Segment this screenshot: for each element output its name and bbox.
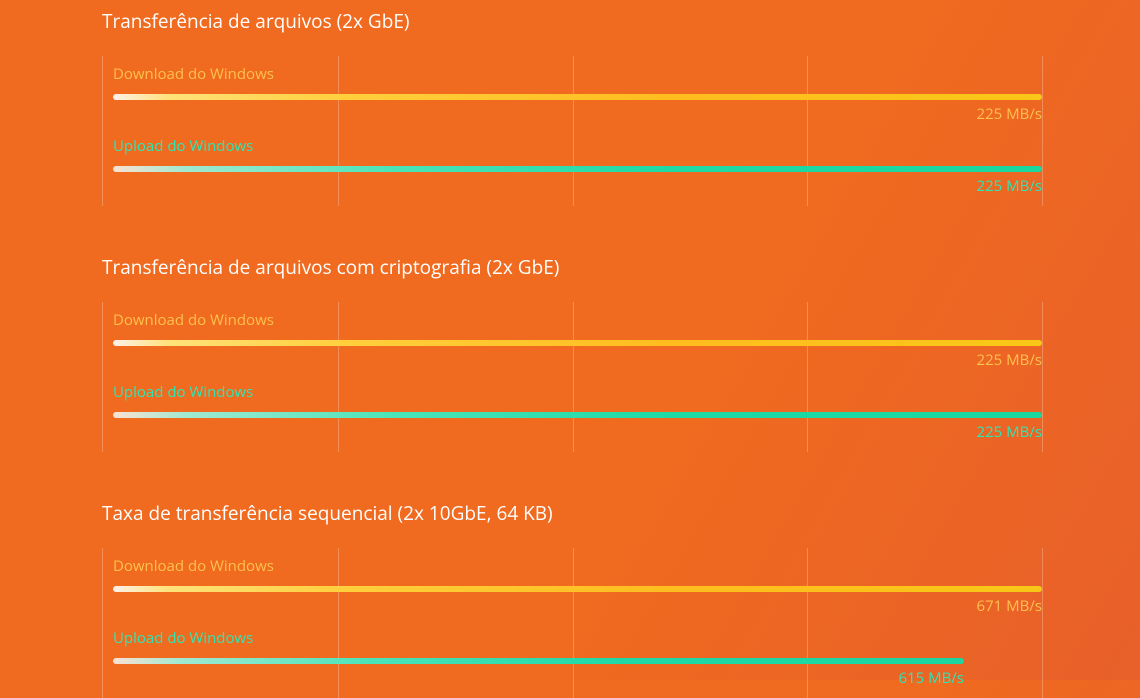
bar-fill [113, 586, 1042, 592]
metric-label: Upload do Windows [113, 136, 1042, 156]
bar-fill [113, 166, 1042, 172]
bars-block: Download do Windows225 MB/sUpload do Win… [102, 56, 1042, 206]
bar-fill [113, 412, 1042, 418]
chart-section: Taxa de transferência sequencial (2x 10G… [102, 500, 1042, 698]
metric-label: Download do Windows [113, 310, 1042, 330]
metric-value: 225 MB/s [113, 104, 1042, 124]
bar-fill [113, 94, 1042, 100]
section-title: Transferência de arquivos (2x GbE) [102, 8, 1042, 34]
metric-value: 671 MB/s [113, 596, 1042, 616]
download-metric: Download do Windows 225 MB/s [103, 56, 1042, 124]
bar-fill [113, 658, 964, 664]
upload-metric: Upload do Windows 615 MB/s [103, 620, 1042, 688]
chart-section: Transferência de arquivos com criptograf… [102, 254, 1042, 452]
metric-value: 225 MB/s [113, 350, 1042, 370]
upload-metric: Upload do Windows 225 MB/s [103, 374, 1042, 442]
metric-label: Download do Windows [113, 556, 1042, 576]
bar-track [113, 166, 1042, 172]
metric-label: Download do Windows [113, 64, 1042, 84]
bar-track [113, 658, 1042, 664]
metric-value: 225 MB/s [113, 422, 1042, 442]
download-metric: Download do Windows 225 MB/s [103, 302, 1042, 370]
download-metric: Download do Windows 671 MB/s [103, 548, 1042, 616]
bar-track [113, 94, 1042, 100]
gridline [1042, 548, 1043, 698]
section-title: Taxa de transferência sequencial (2x 10G… [102, 500, 1042, 526]
bar-track [113, 340, 1042, 346]
section-title: Transferência de arquivos com criptograf… [102, 254, 1042, 280]
gridline [1042, 302, 1043, 452]
gridline [1042, 56, 1043, 206]
bars-block: Download do Windows 671 MB/s Upload do Win… [102, 548, 1042, 698]
metric-value: 615 MB/s [113, 668, 964, 688]
chart-section: Transferência de arquivos (2x GbE) Downlo… [102, 8, 1042, 206]
metric-label: Upload do Windows [113, 382, 1042, 402]
bar-track [113, 412, 1042, 418]
upload-metric: Upload do Windows 225 MB/s [103, 128, 1042, 196]
metric-label: Upload do Windows [113, 628, 1042, 648]
bar-track [113, 586, 1042, 592]
bar-fill [113, 340, 1042, 346]
metric-value: 225 MB/s [113, 176, 1042, 196]
bars-block: Download do Windows225 MB/sUpload do Win… [102, 302, 1042, 452]
